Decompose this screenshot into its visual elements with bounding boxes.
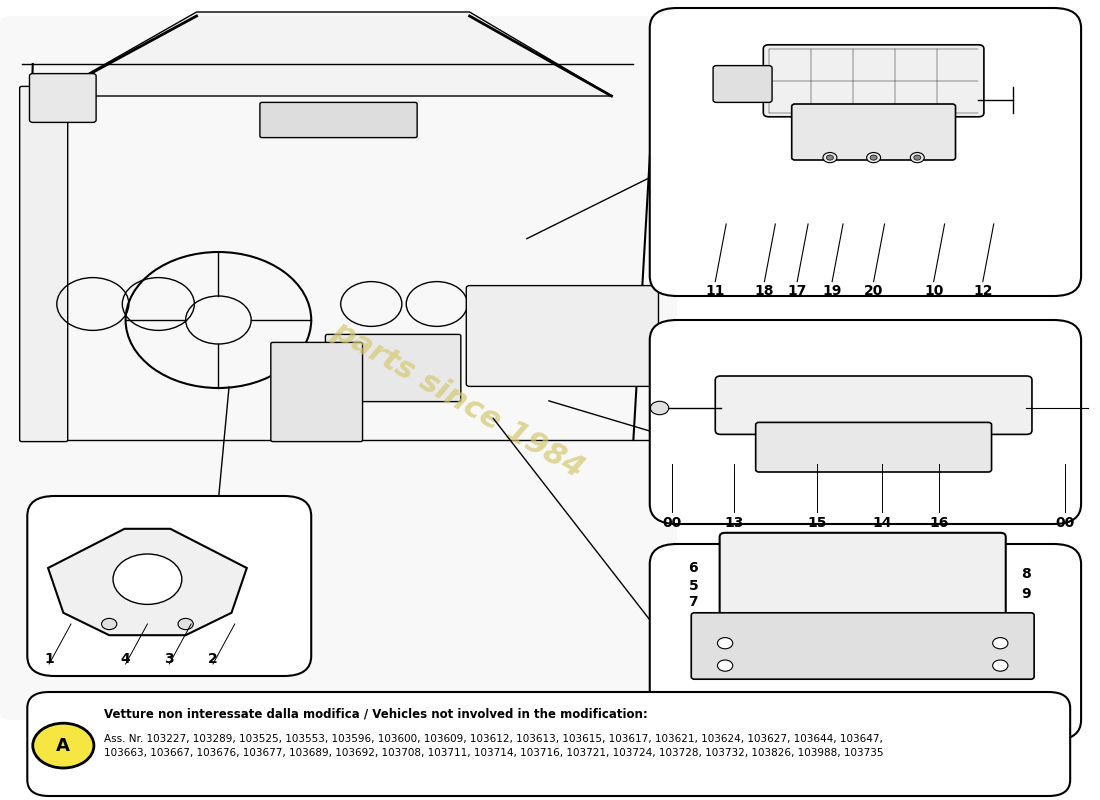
FancyBboxPatch shape	[0, 16, 676, 720]
Circle shape	[113, 554, 182, 605]
Text: A: A	[56, 737, 70, 754]
Circle shape	[650, 402, 669, 414]
FancyBboxPatch shape	[30, 74, 96, 122]
Text: 9: 9	[1022, 586, 1032, 601]
Text: parts since 1984: parts since 1984	[328, 316, 590, 484]
Text: 1: 1	[44, 651, 54, 666]
Circle shape	[101, 618, 117, 630]
Circle shape	[823, 153, 837, 162]
Circle shape	[992, 638, 1008, 649]
Text: 8: 8	[1022, 567, 1032, 582]
Circle shape	[870, 155, 877, 160]
Circle shape	[992, 660, 1008, 671]
FancyBboxPatch shape	[763, 45, 983, 117]
FancyBboxPatch shape	[691, 613, 1034, 679]
FancyBboxPatch shape	[756, 422, 991, 472]
Circle shape	[911, 153, 924, 162]
Polygon shape	[50, 12, 612, 96]
Text: 18: 18	[755, 284, 774, 298]
Text: 00: 00	[1055, 516, 1075, 530]
Text: 10: 10	[924, 284, 944, 298]
Text: 20: 20	[864, 284, 883, 298]
Circle shape	[33, 723, 94, 768]
FancyBboxPatch shape	[792, 104, 956, 160]
Text: 3: 3	[164, 651, 174, 666]
FancyBboxPatch shape	[719, 533, 1005, 625]
Text: 16: 16	[930, 516, 949, 530]
Text: 2: 2	[208, 651, 218, 666]
Text: 14: 14	[872, 516, 892, 530]
Text: 6: 6	[689, 561, 698, 575]
FancyBboxPatch shape	[650, 320, 1081, 524]
FancyBboxPatch shape	[713, 66, 772, 102]
FancyBboxPatch shape	[28, 496, 311, 676]
FancyBboxPatch shape	[28, 692, 1070, 796]
FancyBboxPatch shape	[650, 544, 1081, 740]
Text: 17: 17	[788, 284, 807, 298]
Text: 11: 11	[705, 284, 725, 298]
FancyBboxPatch shape	[326, 334, 461, 402]
FancyBboxPatch shape	[260, 102, 417, 138]
Text: 5: 5	[689, 578, 698, 593]
Text: Vetture non interessate dalla modifica / Vehicles not involved in the modificati: Vetture non interessate dalla modifica /…	[103, 707, 648, 720]
FancyBboxPatch shape	[271, 342, 363, 442]
Text: Ass. Nr. 103227, 103289, 103525, 103553, 103596, 103600, 103609, 103612, 103613,: Ass. Nr. 103227, 103289, 103525, 103553,…	[103, 734, 883, 758]
Text: 00: 00	[662, 516, 681, 530]
Circle shape	[178, 618, 194, 630]
Circle shape	[826, 155, 834, 160]
Circle shape	[914, 155, 921, 160]
Text: 12: 12	[974, 284, 992, 298]
Text: 19: 19	[823, 284, 842, 298]
Text: 7: 7	[689, 594, 698, 609]
Text: 4: 4	[121, 651, 131, 666]
FancyBboxPatch shape	[715, 376, 1032, 434]
Circle shape	[867, 153, 881, 162]
Text: 15: 15	[807, 516, 826, 530]
FancyBboxPatch shape	[20, 86, 68, 442]
FancyBboxPatch shape	[650, 8, 1081, 296]
Circle shape	[717, 638, 733, 649]
Circle shape	[717, 660, 733, 671]
Polygon shape	[48, 529, 246, 635]
Text: 13: 13	[724, 516, 744, 530]
FancyBboxPatch shape	[466, 286, 659, 386]
